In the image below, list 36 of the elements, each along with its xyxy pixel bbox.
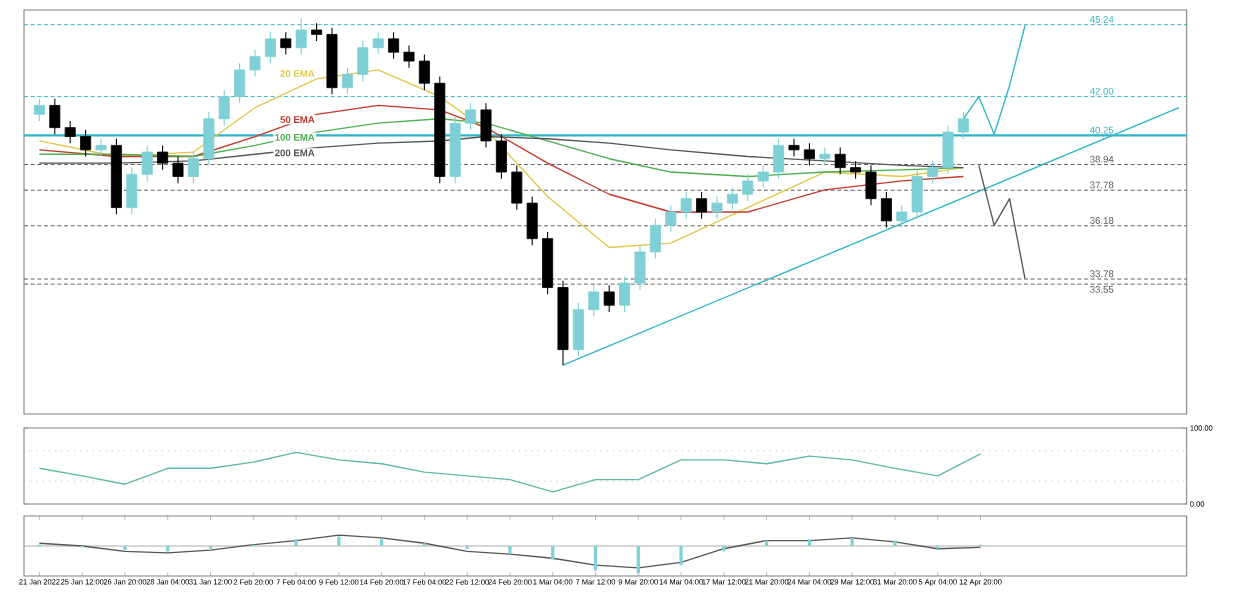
candlestick bbox=[726, 187, 738, 211]
candlestick bbox=[634, 244, 646, 291]
candlestick bbox=[880, 191, 892, 229]
candlestick bbox=[803, 142, 815, 166]
candlestick bbox=[495, 133, 507, 180]
candlestick bbox=[187, 151, 199, 184]
candlestick bbox=[649, 218, 661, 260]
candlestick bbox=[465, 102, 477, 131]
candlestick bbox=[234, 62, 246, 104]
candlestick bbox=[33, 98, 45, 122]
candlestick bbox=[264, 31, 276, 64]
candlestick bbox=[418, 53, 430, 91]
candlestick bbox=[172, 155, 184, 184]
candlestick bbox=[788, 138, 800, 158]
candlestick bbox=[157, 144, 169, 171]
candlestick bbox=[927, 160, 939, 184]
candlestick bbox=[865, 164, 877, 206]
candlestick bbox=[957, 111, 969, 140]
candlestick bbox=[95, 138, 107, 158]
candlestick bbox=[572, 302, 584, 357]
candlestick bbox=[588, 284, 600, 317]
candlestick bbox=[773, 138, 785, 180]
candlestick bbox=[711, 195, 723, 220]
candlestick bbox=[280, 31, 292, 55]
candlestick bbox=[80, 129, 92, 158]
candlestick bbox=[388, 31, 400, 60]
candlestick bbox=[603, 284, 615, 313]
candlestick bbox=[295, 18, 307, 55]
candlestick bbox=[403, 44, 415, 69]
candlestick bbox=[834, 147, 846, 175]
candlestick bbox=[341, 67, 353, 95]
candlestick bbox=[942, 124, 954, 175]
candlestick bbox=[249, 49, 261, 78]
candlestick bbox=[696, 191, 708, 220]
candlestick bbox=[480, 102, 492, 149]
candlestick bbox=[619, 275, 631, 313]
